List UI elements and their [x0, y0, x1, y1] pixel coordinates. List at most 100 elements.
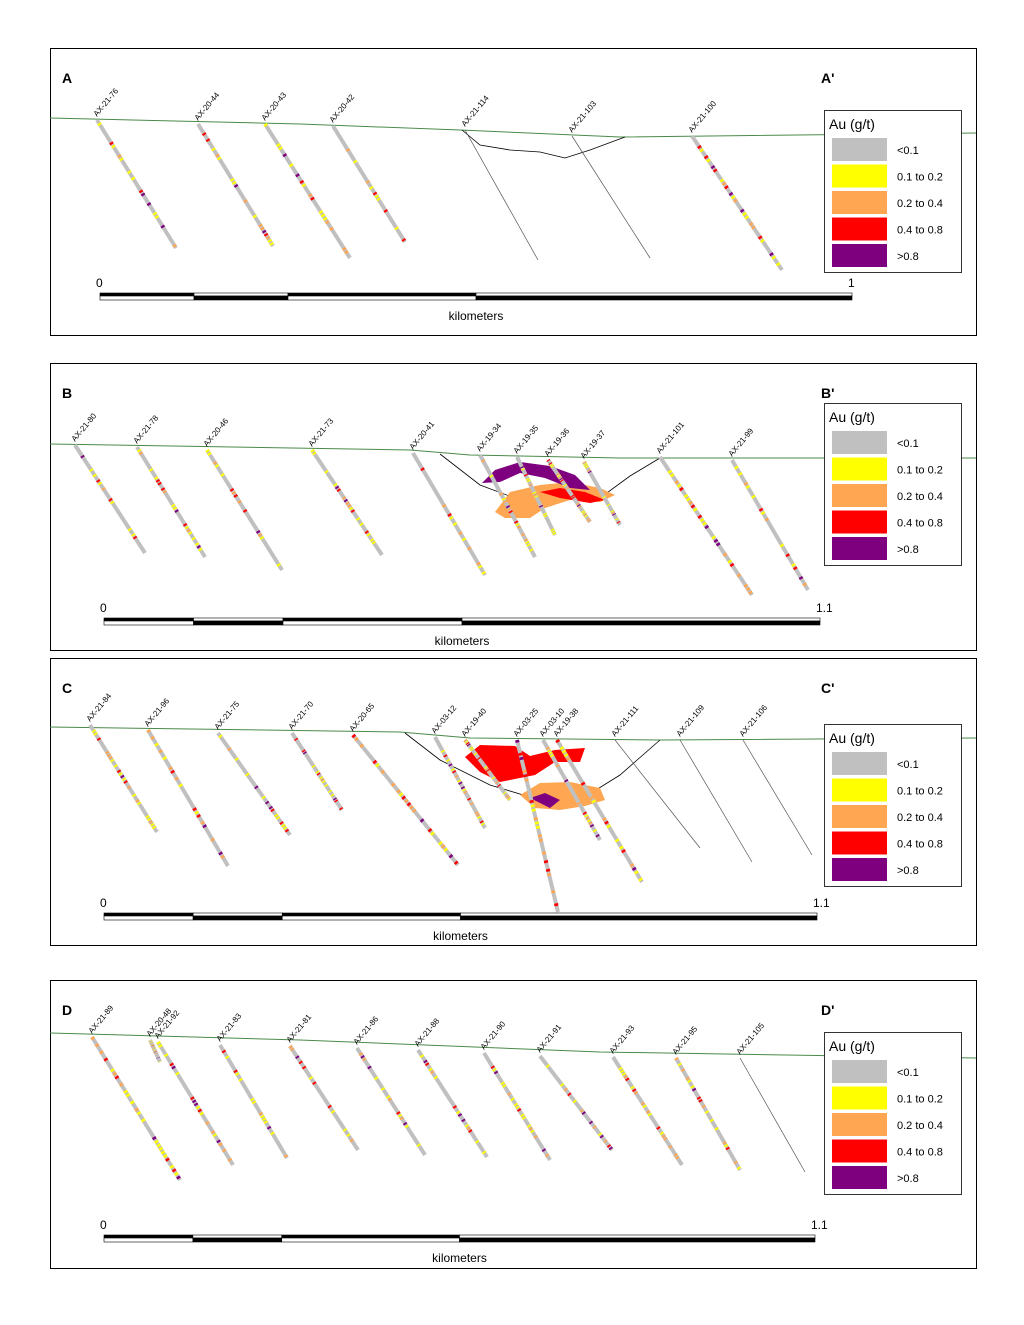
assay-interval	[212, 460, 218, 465]
assay-interval	[647, 1112, 652, 1117]
drill-trace	[742, 739, 813, 856]
assay-interval	[589, 795, 594, 800]
assay-interval	[259, 535, 265, 540]
section-start-label: B	[62, 385, 72, 401]
scale-segment	[193, 620, 284, 626]
assay-interval	[586, 819, 592, 823]
assay-interval	[440, 749, 446, 753]
assay-interval	[220, 854, 225, 859]
assay-interval	[258, 1111, 263, 1116]
assay-interval	[126, 785, 132, 790]
assay-interval	[745, 586, 751, 592]
assay-interval	[385, 1095, 391, 1099]
assay-interval	[374, 194, 379, 199]
assay-interval	[524, 540, 530, 545]
assay-interval	[779, 543, 785, 548]
assay-interval	[261, 1117, 267, 1122]
assay-interval	[424, 1062, 430, 1067]
assay-interval	[546, 872, 552, 877]
assay-interval	[722, 1141, 727, 1145]
assay-interval	[685, 1076, 690, 1081]
assay-interval	[136, 448, 142, 453]
assay-interval	[727, 559, 733, 564]
assay-interval	[134, 1107, 140, 1112]
legend-item-label: 0.1 to 0.2	[897, 786, 943, 798]
assay-interval	[322, 216, 328, 221]
assay-interval	[220, 472, 225, 477]
assay-interval	[614, 838, 620, 843]
assay-interval	[493, 1070, 499, 1075]
legend-item-label: 0.1 to 0.2	[897, 172, 943, 184]
assay-interval	[351, 733, 357, 739]
assay-interval	[428, 1067, 433, 1072]
assay-interval	[157, 481, 162, 486]
assay-interval	[725, 1146, 730, 1151]
assay-interval	[542, 512, 547, 516]
assay-interval	[474, 811, 479, 815]
assay-interval	[140, 1118, 146, 1123]
section-start-label: C	[62, 680, 72, 696]
assay-interval	[94, 1043, 100, 1048]
assay-interval	[146, 202, 152, 207]
assay-interval	[152, 211, 158, 216]
assay-interval	[502, 1084, 507, 1088]
scale-unit: kilometers	[435, 634, 490, 648]
assay-interval	[172, 506, 178, 511]
assay-interval	[205, 1120, 210, 1125]
assay-interval	[579, 1108, 585, 1113]
assay-interval	[611, 511, 616, 515]
assay-interval	[416, 1143, 421, 1147]
assay-interval	[505, 505, 511, 509]
assay-interval	[160, 487, 166, 491]
assay-interval	[587, 470, 592, 474]
assay-interval	[690, 504, 696, 509]
assay-interval	[324, 469, 329, 474]
assay-interval	[171, 1168, 177, 1173]
assay-interval	[724, 185, 729, 190]
assay-interval	[513, 1102, 519, 1107]
assay-interval	[366, 532, 371, 537]
assay-interval	[555, 472, 560, 477]
assay-interval	[404, 1124, 410, 1129]
assay-interval	[318, 210, 324, 215]
assay-interval	[419, 1054, 425, 1059]
assay-interval	[263, 122, 268, 128]
assay-interval	[529, 548, 534, 552]
assay-interval	[135, 798, 140, 803]
scale-min: 0	[96, 276, 103, 290]
assay-interval	[728, 191, 734, 197]
assay-interval	[456, 779, 462, 783]
assay-interval	[336, 488, 341, 493]
assay-interval	[719, 178, 725, 183]
assay-interval	[704, 524, 710, 530]
assay-interval	[691, 1087, 697, 1092]
legend-item-label: >0.8	[897, 1173, 919, 1185]
assay-interval	[148, 820, 154, 824]
assay-interval	[558, 477, 563, 481]
assay-interval	[106, 753, 112, 758]
assay-interval	[311, 764, 316, 768]
assay-interval	[736, 1166, 742, 1170]
assay-interval	[295, 173, 300, 178]
assay-interval	[156, 1040, 161, 1045]
assay-interval	[254, 785, 259, 790]
assay-interval	[775, 262, 781, 267]
assay-interval	[506, 795, 511, 800]
assay-interval	[587, 519, 592, 523]
scale-segment	[99, 292, 195, 297]
assay-interval	[515, 522, 520, 527]
scale-bar: 0 1.1 kilometers	[100, 601, 833, 648]
scale-segment	[281, 1237, 460, 1243]
assay-interval	[685, 497, 691, 502]
legend-title: Au (g/t)	[829, 116, 875, 132]
assay-interval	[112, 1071, 118, 1076]
scale-segment	[99, 295, 195, 301]
assay-interval	[483, 765, 488, 770]
assay-interval	[283, 1154, 289, 1158]
assay-interval	[260, 226, 265, 231]
assay-interval	[467, 546, 472, 551]
assay-interval	[550, 890, 556, 894]
legend-item-label: 0.2 to 0.4	[897, 491, 943, 503]
assay-interval	[520, 1113, 525, 1118]
assay-interval	[438, 840, 443, 846]
